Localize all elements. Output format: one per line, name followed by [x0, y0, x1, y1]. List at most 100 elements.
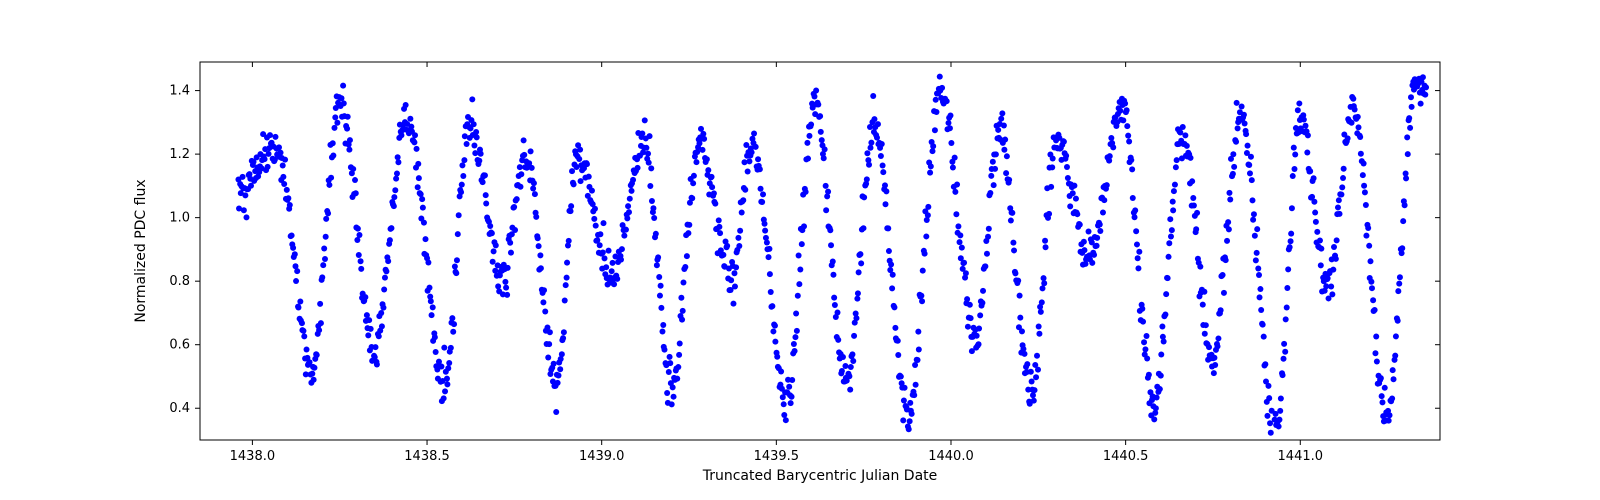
data-point [990, 159, 996, 165]
data-point [828, 242, 834, 248]
data-point [355, 226, 361, 232]
data-point [240, 174, 246, 180]
data-point [1130, 195, 1136, 201]
data-point [759, 199, 765, 205]
data-point [1246, 162, 1252, 168]
data-point [521, 152, 527, 158]
data-point [1277, 408, 1283, 414]
data-point [1040, 285, 1046, 291]
data-point [739, 209, 745, 215]
data-point [760, 191, 766, 197]
data-point [667, 360, 673, 366]
data-point [556, 372, 562, 378]
data-point [879, 141, 885, 147]
data-point [1129, 166, 1135, 172]
data-point [284, 187, 290, 193]
data-point [1091, 252, 1097, 258]
data-point [528, 148, 534, 154]
data-point [502, 279, 508, 285]
data-point [624, 215, 630, 221]
data-point [851, 333, 857, 339]
data-point [446, 360, 452, 366]
data-point [309, 371, 315, 377]
data-point [1226, 226, 1232, 232]
data-point [661, 347, 667, 353]
data-point [1336, 197, 1342, 203]
data-point [347, 137, 353, 143]
data-point [483, 201, 489, 207]
data-point [1132, 214, 1138, 220]
data-point [445, 365, 451, 371]
data-point [1227, 196, 1233, 202]
data-point [330, 140, 336, 146]
data-point [393, 176, 399, 182]
data-point [1170, 199, 1176, 205]
data-point [693, 159, 699, 165]
data-point [391, 194, 397, 200]
data-point [1163, 291, 1169, 297]
data-point [736, 243, 742, 249]
data-point [300, 328, 306, 334]
data-point [901, 398, 907, 404]
y-ticks: 0.40.60.81.01.21.4 [169, 84, 1440, 417]
data-point [1122, 101, 1128, 107]
data-point [1046, 211, 1052, 217]
x-ticks: 1438.01438.51439.01439.51440.01440.51441… [230, 62, 1323, 464]
data-point [1265, 383, 1271, 389]
data-point [998, 116, 1004, 122]
data-point [619, 246, 625, 252]
data-point [911, 392, 917, 398]
data-point [345, 114, 351, 120]
data-point [420, 205, 426, 211]
data-point [373, 344, 379, 350]
data-point [1201, 289, 1207, 295]
data-point [293, 278, 299, 284]
data-point [267, 132, 273, 138]
data-point [769, 303, 775, 309]
data-point [395, 159, 401, 165]
data-point [749, 149, 755, 155]
data-point [517, 184, 523, 190]
data-point [1031, 398, 1037, 404]
data-point [797, 267, 803, 273]
data-point [586, 174, 592, 180]
data-point [1003, 170, 1009, 176]
data-point [1307, 168, 1313, 174]
data-point [491, 248, 497, 254]
data-point [376, 333, 382, 339]
data-point [789, 394, 795, 400]
data-point [358, 266, 364, 272]
data-point [1345, 135, 1351, 141]
data-point [1140, 319, 1146, 325]
data-point [937, 74, 943, 80]
data-point [890, 272, 896, 278]
data-point [280, 174, 286, 180]
data-point [1350, 96, 1356, 102]
data-point [1257, 294, 1263, 300]
data-point [967, 302, 973, 308]
data-point [772, 323, 778, 329]
data-point [1386, 418, 1392, 424]
data-point [464, 141, 470, 147]
data-point [1172, 182, 1178, 188]
data-point [868, 140, 874, 146]
data-point [1011, 247, 1017, 253]
data-point [1180, 124, 1186, 130]
data-point [297, 299, 303, 305]
data-point [541, 287, 547, 293]
data-point [353, 190, 359, 196]
data-point [511, 204, 517, 210]
data-point [532, 191, 538, 197]
data-point [643, 145, 649, 151]
x-tick-label: 1440.0 [928, 449, 974, 464]
data-point [1372, 307, 1378, 313]
data-point [1291, 145, 1297, 151]
data-point [712, 201, 718, 207]
data-point [1144, 356, 1150, 362]
data-point [868, 145, 874, 151]
data-point [1189, 178, 1195, 184]
data-point [1081, 247, 1087, 253]
data-point [678, 295, 684, 301]
data-point [952, 189, 958, 195]
data-point [993, 151, 999, 157]
